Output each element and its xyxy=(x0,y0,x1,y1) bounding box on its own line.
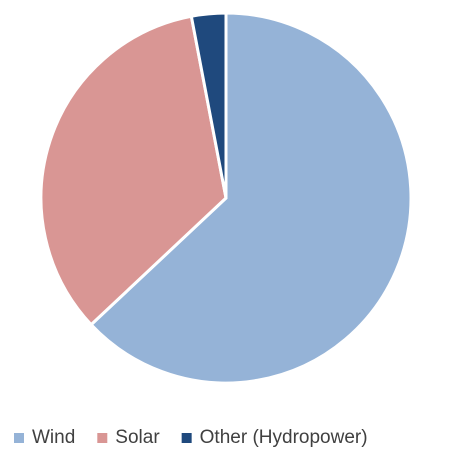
legend-label: Other (Hydropower) xyxy=(200,427,368,448)
pie-slice xyxy=(89,11,413,385)
legend-swatch xyxy=(181,433,192,443)
legend: Wind Solar Other (Hydropower) xyxy=(14,427,368,448)
legend-swatch xyxy=(97,433,108,443)
pie-slice xyxy=(189,11,228,200)
pie xyxy=(39,11,413,385)
legend-label: Solar xyxy=(115,427,160,448)
pie-slice xyxy=(39,14,228,327)
legend-label: Wind xyxy=(32,427,75,448)
legend-swatch xyxy=(14,433,24,443)
